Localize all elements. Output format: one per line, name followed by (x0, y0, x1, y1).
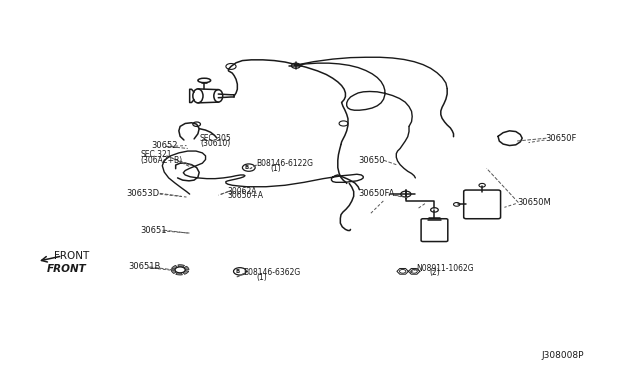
Text: 30653D: 30653D (126, 189, 159, 198)
Text: 30650+A: 30650+A (228, 192, 264, 201)
Text: N08911-1062G: N08911-1062G (417, 263, 474, 273)
Wedge shape (175, 272, 182, 275)
Wedge shape (182, 270, 189, 274)
Text: B08146-6122G: B08146-6122G (257, 160, 314, 169)
Text: 30650FA: 30650FA (358, 189, 394, 198)
Text: 30651B: 30651B (128, 262, 161, 272)
Wedge shape (178, 265, 184, 267)
Text: B: B (244, 165, 248, 170)
FancyBboxPatch shape (421, 219, 448, 241)
Text: SEC.321: SEC.321 (141, 150, 172, 159)
Text: 30650: 30650 (358, 156, 385, 165)
Text: FRONT: FRONT (47, 264, 86, 274)
Text: J308008P: J308008P (541, 351, 584, 360)
Text: SEC.305: SEC.305 (199, 134, 231, 143)
Text: 30650F: 30650F (546, 134, 577, 143)
Text: FRONT: FRONT (54, 251, 90, 261)
Wedge shape (172, 270, 177, 273)
Text: B: B (236, 269, 239, 274)
Circle shape (175, 267, 185, 273)
Text: 30651: 30651 (141, 226, 167, 235)
Text: (306A2+B): (306A2+B) (141, 156, 183, 165)
Text: (1): (1) (257, 273, 267, 282)
Text: 30062A: 30062A (228, 187, 257, 196)
Text: 30650M: 30650M (517, 198, 551, 207)
Text: (2): (2) (429, 268, 440, 277)
FancyBboxPatch shape (464, 190, 500, 219)
Text: (30610): (30610) (200, 139, 230, 148)
Text: 30652: 30652 (152, 141, 178, 150)
Wedge shape (172, 265, 177, 269)
Text: B08146-6362G: B08146-6362G (244, 268, 301, 277)
Wedge shape (184, 266, 189, 270)
Text: (1): (1) (271, 164, 281, 173)
